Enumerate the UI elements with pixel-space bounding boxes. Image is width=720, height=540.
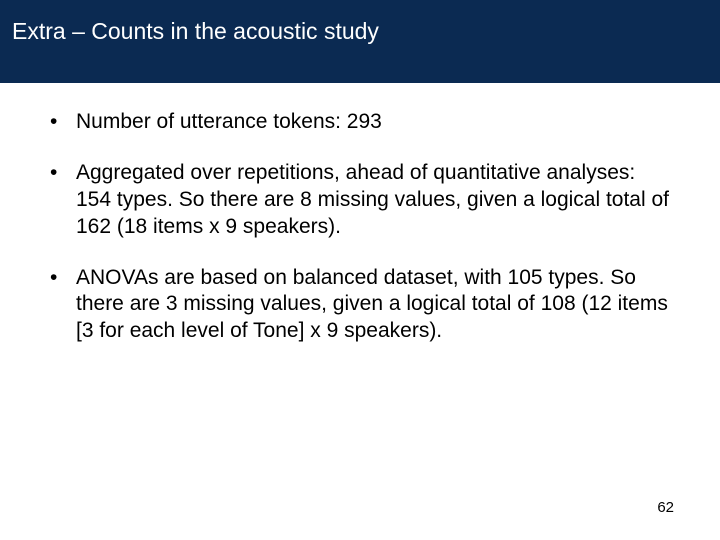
bullet-marker-icon: •: [48, 109, 76, 136]
bullet-marker-icon: •: [48, 265, 76, 346]
bullet-item: • Aggregated over repetitions, ahead of …: [48, 160, 672, 241]
page-number: 62: [657, 499, 674, 516]
bullet-item: • ANOVAs are based on balanced dataset, …: [48, 265, 672, 346]
bullet-item: • Number of utterance tokens: 293: [48, 109, 672, 136]
slide-title: Extra – Counts in the acoustic study: [12, 18, 708, 45]
bullet-text: Number of utterance tokens: 293: [76, 109, 672, 136]
title-bar: Extra – Counts in the acoustic study: [0, 0, 720, 83]
bullet-text: ANOVAs are based on balanced dataset, wi…: [76, 265, 672, 346]
slide-content: • Number of utterance tokens: 293 • Aggr…: [0, 83, 720, 345]
bullet-marker-icon: •: [48, 160, 76, 241]
slide: Extra – Counts in the acoustic study • N…: [0, 0, 720, 540]
bullet-text: Aggregated over repetitions, ahead of qu…: [76, 160, 672, 241]
